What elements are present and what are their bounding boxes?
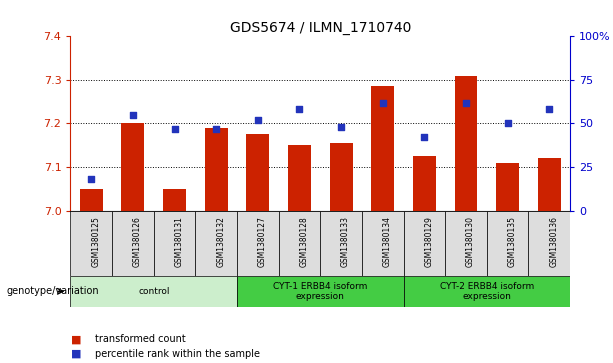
Text: CYT-2 ERBB4 isoform
expression: CYT-2 ERBB4 isoform expression — [440, 282, 534, 301]
Bar — [528, 211, 570, 276]
Bar — [163, 189, 186, 211]
Bar — [445, 211, 487, 276]
Text: GSM1380131: GSM1380131 — [175, 216, 183, 267]
Text: genotype/variation: genotype/variation — [6, 286, 99, 296]
Bar — [371, 86, 394, 211]
Bar — [70, 211, 112, 276]
Text: GSM1380135: GSM1380135 — [508, 216, 517, 267]
Bar — [196, 211, 237, 276]
Point — [211, 126, 221, 131]
Bar — [455, 76, 478, 211]
Text: GSM1380127: GSM1380127 — [258, 216, 267, 267]
Text: GSM1380130: GSM1380130 — [466, 216, 475, 267]
Text: GSM1380129: GSM1380129 — [424, 216, 433, 267]
Text: percentile rank within the sample: percentile rank within the sample — [95, 349, 260, 359]
Text: CYT-1 ERBB4 isoform
expression: CYT-1 ERBB4 isoform expression — [273, 282, 367, 301]
Bar — [413, 156, 436, 211]
Point — [170, 126, 180, 131]
Point — [544, 107, 554, 113]
Text: GSM1380125: GSM1380125 — [91, 216, 101, 267]
Bar — [237, 276, 403, 307]
Bar — [330, 143, 352, 211]
Point — [295, 107, 305, 113]
Bar — [70, 276, 237, 307]
Bar — [496, 163, 519, 211]
Point — [253, 117, 263, 123]
Bar — [279, 211, 321, 276]
Point — [336, 124, 346, 130]
Text: GSM1380128: GSM1380128 — [300, 216, 308, 266]
Point — [378, 99, 387, 105]
Text: control: control — [138, 287, 170, 296]
Bar — [362, 211, 403, 276]
Bar — [288, 145, 311, 211]
Bar — [121, 123, 145, 211]
Bar — [205, 128, 227, 211]
Bar — [237, 211, 279, 276]
Text: GSM1380133: GSM1380133 — [341, 216, 350, 267]
Point — [86, 176, 96, 182]
Bar — [538, 158, 561, 211]
Bar — [403, 276, 570, 307]
Point — [461, 99, 471, 105]
Bar — [246, 134, 269, 211]
Point — [128, 112, 138, 118]
Bar — [80, 189, 103, 211]
Text: ■: ■ — [70, 334, 81, 344]
Point — [419, 134, 429, 140]
Bar — [403, 211, 445, 276]
Bar — [154, 211, 196, 276]
Text: GSM1380134: GSM1380134 — [383, 216, 392, 267]
Bar — [112, 211, 154, 276]
Text: transformed count: transformed count — [95, 334, 186, 344]
Bar — [487, 211, 528, 276]
Text: GSM1380132: GSM1380132 — [216, 216, 225, 267]
Text: GSM1380126: GSM1380126 — [133, 216, 142, 267]
Text: ■: ■ — [70, 349, 81, 359]
Point — [503, 121, 512, 126]
Bar — [321, 211, 362, 276]
Title: GDS5674 / ILMN_1710740: GDS5674 / ILMN_1710740 — [230, 21, 411, 35]
Text: GSM1380136: GSM1380136 — [549, 216, 558, 267]
